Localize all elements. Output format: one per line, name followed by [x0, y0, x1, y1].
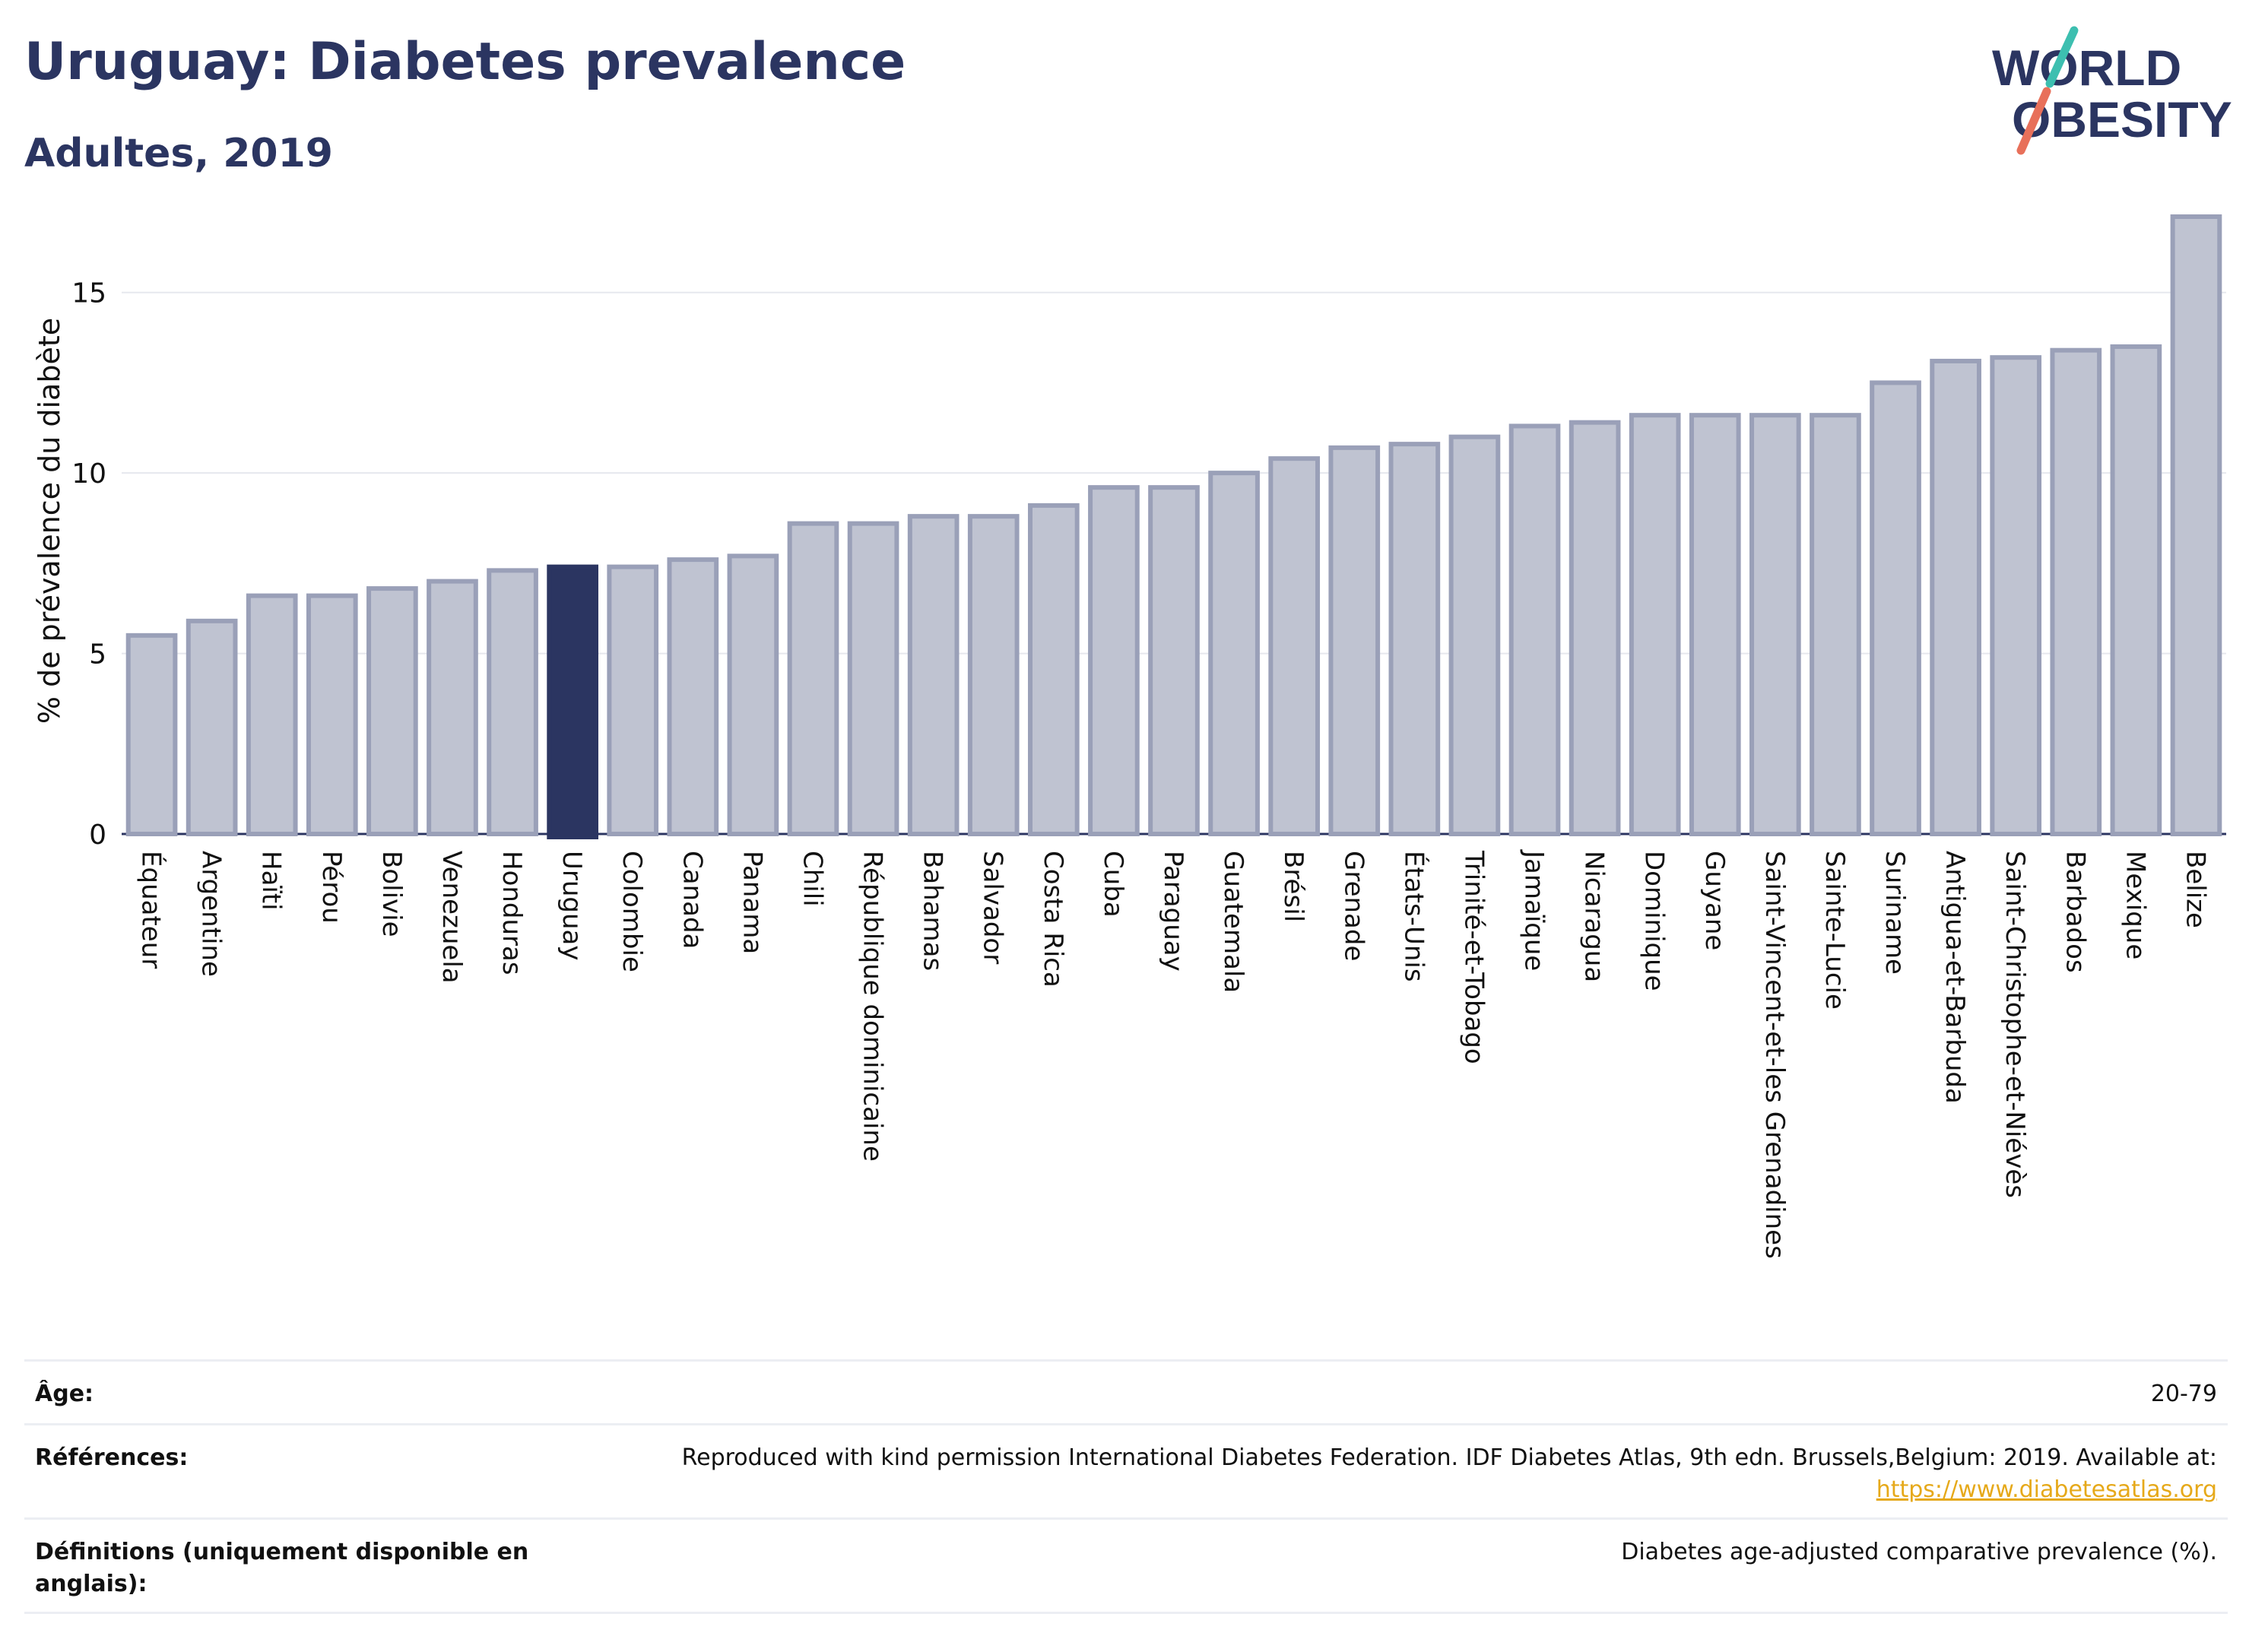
bar-12 — [847, 521, 899, 836]
bar-11 — [787, 521, 839, 836]
bar-31 — [1990, 355, 2042, 836]
x-tick-label: Dominique — [1639, 851, 1670, 991]
x-tick-label: Brésil — [1278, 851, 1308, 922]
x-tick-label: Cuba — [1098, 851, 1128, 918]
x-tick-label: Honduras — [496, 851, 527, 975]
bar-23 — [1508, 423, 1561, 836]
references-text: Reproduced with kind permission Internat… — [681, 1444, 2217, 1471]
x-tick-label: Colombie — [617, 851, 647, 972]
bar-25 — [1629, 413, 1681, 836]
bar-9 — [667, 557, 719, 836]
details-bottom-rule — [24, 1612, 2228, 1614]
bar-chart: 0 5 10 15 Équateur Argentine Haïti Pérou Bolivi… — [33, 214, 2226, 1259]
bar-16 — [1088, 485, 1140, 836]
bar-33 — [2110, 344, 2162, 836]
y-tick-label: 5 — [89, 639, 106, 671]
bar-0 — [125, 633, 178, 836]
x-tick-labels: Équateur Argentine Haïti Pérou Bolivie Venezu… — [136, 849, 2211, 1259]
chart-title: Uruguay: Diabetes prevalence — [24, 32, 906, 92]
definitions-label: Définitions (uniquement disponible en an… — [35, 1539, 529, 1597]
x-tick-label: Jamaïque — [1519, 849, 1550, 971]
bar-4 — [366, 586, 418, 837]
bar-5 — [427, 579, 478, 836]
logo-slash-bottom — [2016, 87, 2051, 155]
bar-32 — [2050, 347, 2102, 837]
x-tick-label: Haïti — [256, 851, 287, 911]
x-tick-label: Paraguay — [1158, 851, 1188, 972]
bar-10 — [727, 553, 779, 836]
age-label: Âge: — [35, 1381, 94, 1407]
x-tick-label: Costa Rica — [1038, 851, 1068, 988]
bar-34 — [2170, 214, 2222, 837]
x-tick-label: Canada — [677, 851, 707, 949]
y-axis-label: % de prévalence du diabète — [33, 318, 66, 724]
details-row-age: Âge: 20-79 — [24, 1359, 2228, 1425]
world-obesity-logo: WORLD OBESITY — [1992, 26, 2232, 155]
x-tick-label: République dominicaine — [858, 851, 888, 1162]
bar-28 — [1810, 413, 1861, 836]
references-label: Références: — [35, 1444, 189, 1471]
bar-17 — [1148, 485, 1200, 836]
logo-slash-top — [2045, 26, 2079, 88]
details-row-definitions: Définitions (uniquement disponible en an… — [24, 1517, 2228, 1614]
x-tick-label: Uruguay — [557, 851, 587, 961]
x-tick-label: Guatemala — [1218, 851, 1248, 993]
bar-27 — [1749, 413, 1801, 836]
chart-subtitle: Adultes, 2019 — [24, 131, 333, 176]
x-tick-label: Barbados — [2060, 851, 2090, 973]
x-tick-label: Argentine — [196, 851, 227, 977]
x-tick-label: Saint-Vincent-et-les Grenadines — [1759, 851, 1790, 1259]
bar-6 — [487, 568, 538, 837]
x-tick-label: Bahamas — [918, 851, 948, 971]
age-value: 20-79 — [2150, 1381, 2217, 1407]
x-tick-label: Belize — [2180, 851, 2210, 928]
y-tick-label: 0 — [89, 820, 106, 851]
bar-18 — [1208, 471, 1260, 837]
logo-line1: WORLD — [1992, 40, 2181, 96]
bar-3 — [306, 593, 358, 836]
bar-24 — [1569, 420, 1621, 836]
bar-30 — [1930, 358, 1981, 836]
x-tick-label: Salvador — [978, 851, 1008, 964]
references-value: Reproduced with kind permission Internat… — [620, 1442, 2217, 1506]
x-tick-label: Pérou — [316, 851, 347, 924]
bar-15 — [1027, 503, 1080, 836]
bar-1 — [186, 618, 238, 836]
bar-7 — [547, 564, 598, 839]
references-link[interactable]: https://www.diabetesatlas.org — [1876, 1476, 2217, 1503]
x-tick-label: Chili — [797, 851, 827, 907]
y-tick-label: 15 — [71, 278, 106, 309]
details-row-references: Références: Reproduced with kind permiss… — [24, 1423, 2228, 1520]
x-tick-label: Mexique — [2120, 851, 2150, 959]
bar-8 — [607, 564, 659, 836]
x-tick-label: Nicaragua — [1579, 851, 1610, 982]
x-tick-label: Panama — [737, 851, 767, 954]
bar-26 — [1689, 413, 1741, 836]
x-tick-label: Saint-Christophe-et-Niévès — [2000, 851, 2030, 1198]
bar-21 — [1388, 442, 1441, 836]
bar-20 — [1328, 445, 1381, 836]
x-tick-label: Grenade — [1338, 851, 1369, 961]
y-tick-label: 10 — [71, 458, 106, 490]
x-tick-label: Antigua-et-Barbuda — [1940, 851, 1970, 1104]
bar-29 — [1870, 380, 1921, 836]
x-tick-label: Suriname — [1879, 851, 1910, 975]
logo-line2: OBESITY — [2012, 91, 2232, 147]
x-tick-label: Trinité-et-Tobago — [1458, 850, 1489, 1064]
x-tick-label: Bolivie — [376, 851, 407, 937]
bar-22 — [1448, 434, 1501, 836]
x-tick-label: Guyane — [1699, 851, 1730, 950]
x-tick-label: Sainte-Lucie — [1819, 851, 1850, 1010]
y-tick-labels: 0 5 10 15 — [71, 278, 106, 851]
x-tick-label: Venezuela — [436, 851, 467, 984]
bar-2 — [246, 593, 298, 836]
definitions-value: Diabetes age-adjusted comparative preval… — [1621, 1539, 2217, 1565]
bars — [125, 214, 2222, 839]
x-tick-label: Équateur — [136, 851, 167, 969]
bar-14 — [967, 514, 1020, 837]
x-tick-label: États-Unis — [1398, 851, 1429, 982]
bar-19 — [1268, 456, 1321, 836]
bar-13 — [907, 514, 960, 837]
